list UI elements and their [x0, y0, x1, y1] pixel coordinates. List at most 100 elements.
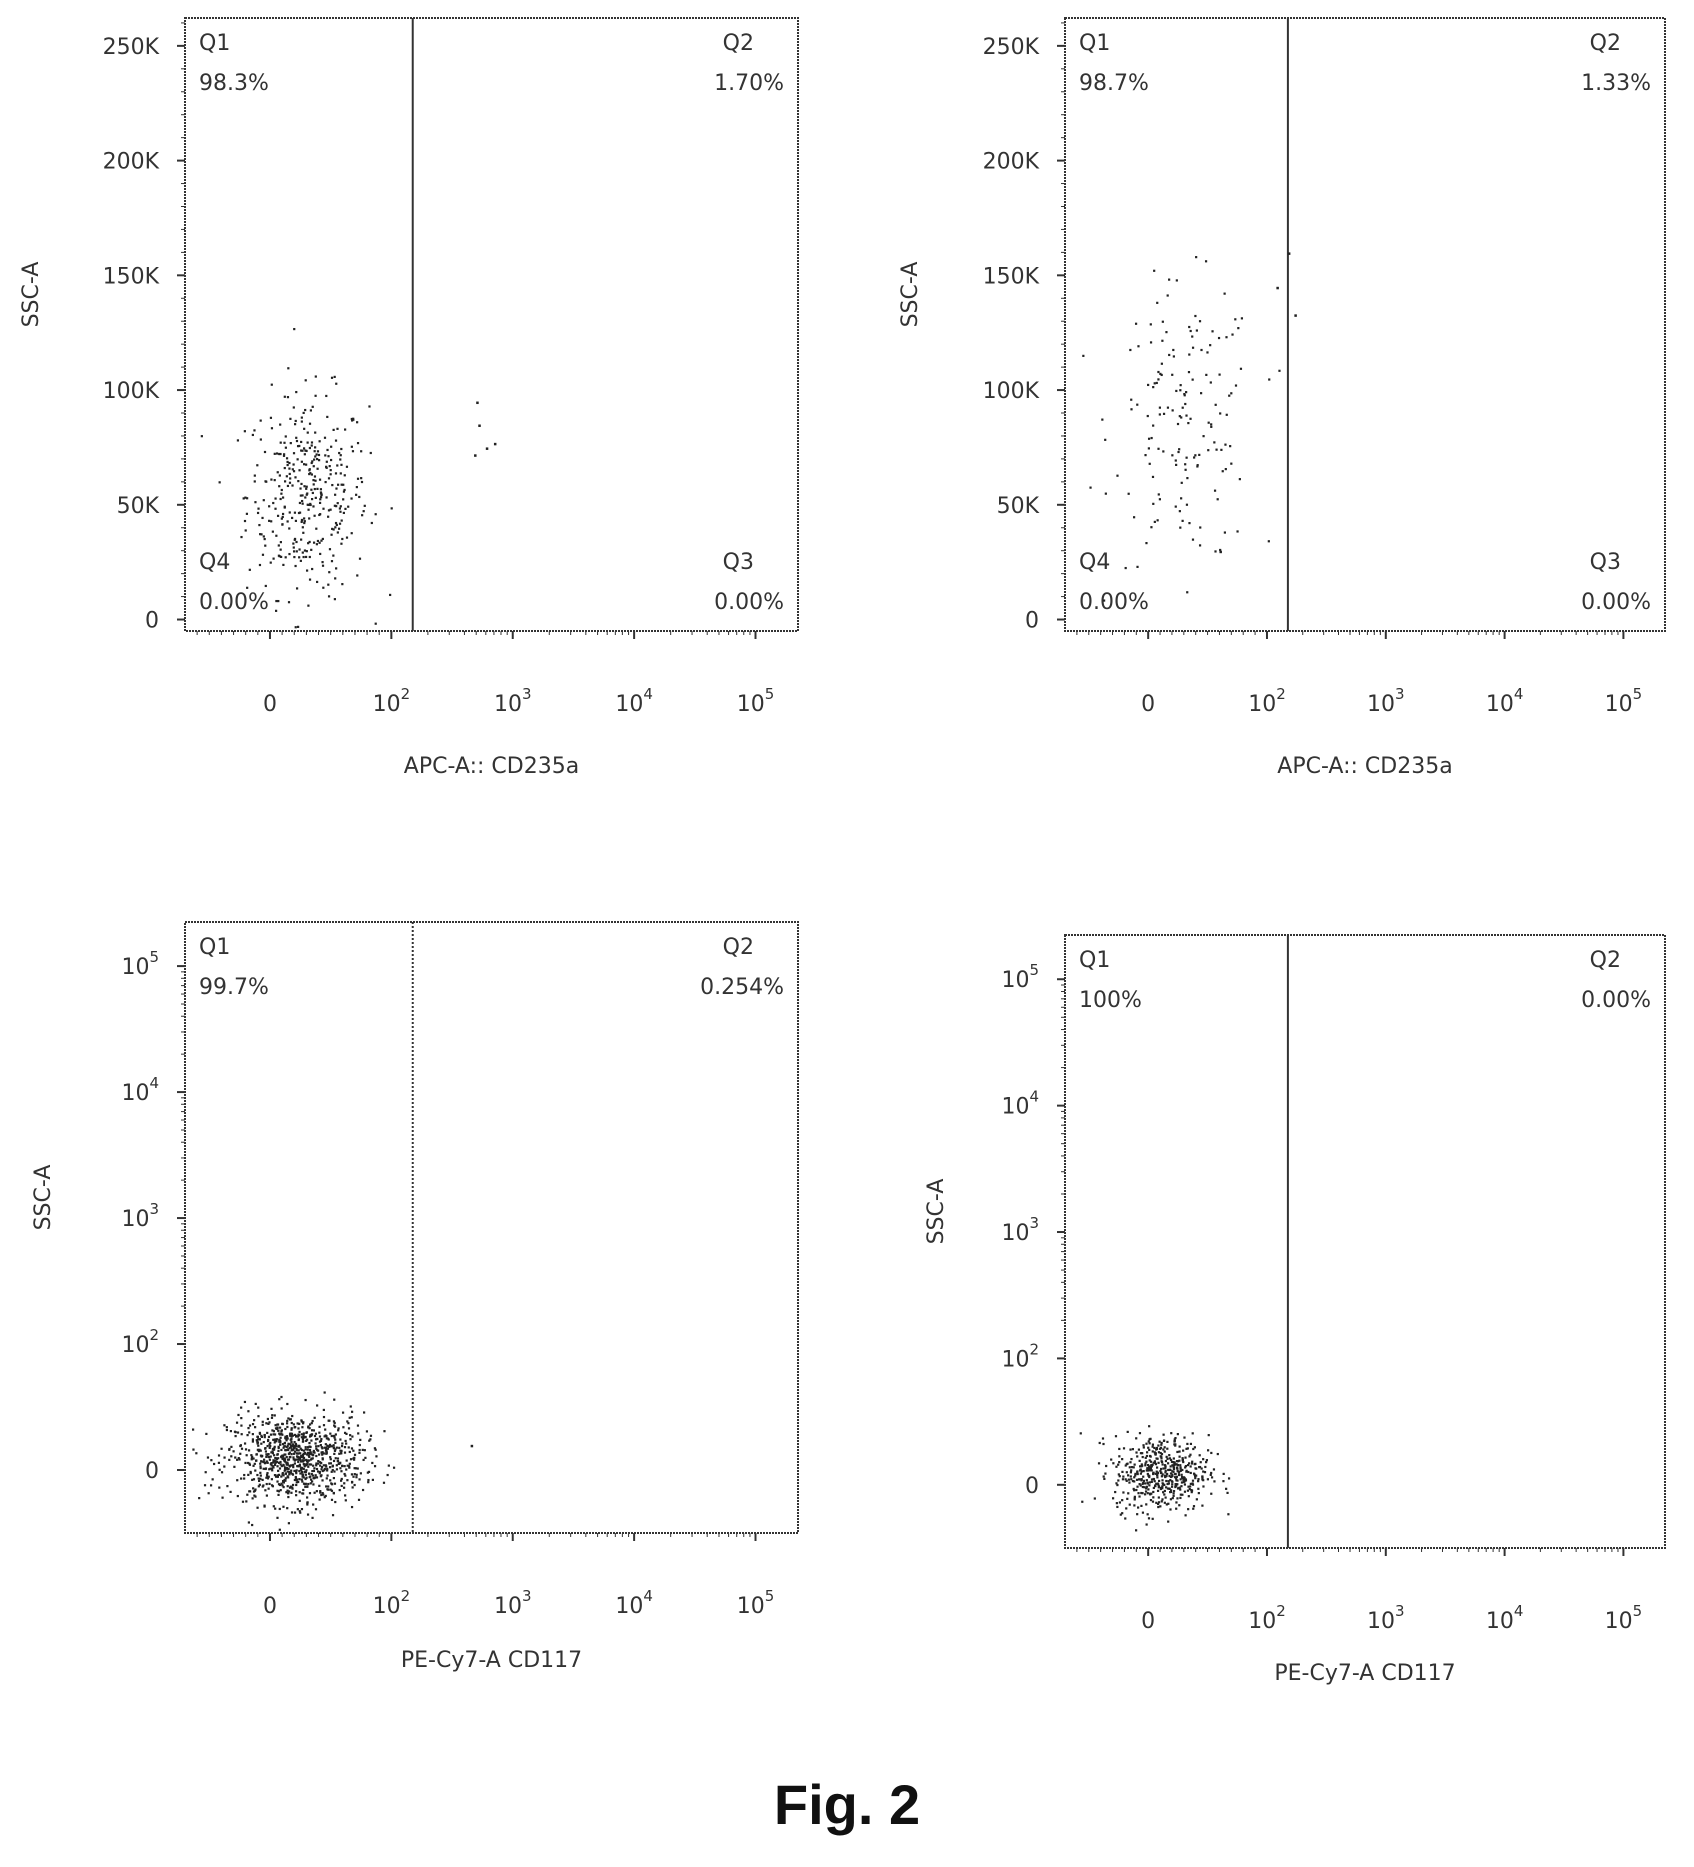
event-dot [277, 599, 280, 603]
event-dot [320, 1461, 323, 1465]
event-dot [274, 1456, 277, 1460]
event-dot [1173, 1438, 1176, 1441]
event-dot [338, 1488, 341, 1492]
event-dot [1117, 1479, 1120, 1482]
event-dot [1127, 1474, 1130, 1477]
event-dot [334, 439, 338, 442]
event-dot [305, 1463, 308, 1466]
event-dot [254, 501, 257, 504]
event-dot [474, 454, 477, 457]
event-dot [312, 1464, 315, 1467]
event-dot [256, 1473, 259, 1477]
event-dot [292, 1456, 295, 1459]
event-dot [1168, 1454, 1171, 1457]
event-dot [310, 1439, 313, 1442]
event-dot [1180, 1481, 1184, 1484]
event-dot [343, 474, 346, 477]
event-dot [253, 474, 256, 477]
event-dot [287, 1458, 291, 1461]
event-dot [339, 472, 342, 475]
event-dot [339, 458, 342, 461]
event-dot [1178, 1445, 1181, 1448]
event-dot [324, 1443, 327, 1446]
event-dot [1157, 1501, 1161, 1504]
event-dot [257, 1485, 260, 1488]
event-dot [272, 1465, 275, 1468]
event-dot [1093, 1497, 1096, 1500]
quadrant-name: Q1 [199, 935, 230, 960]
event-dot [1201, 1504, 1204, 1507]
event-dot [1138, 1483, 1141, 1486]
event-dot [1199, 526, 1202, 529]
event-dot [1180, 1485, 1183, 1488]
event-dot [280, 1395, 283, 1399]
event-dot [1129, 348, 1132, 352]
event-dot [1172, 1468, 1176, 1471]
event-dot [1210, 1471, 1213, 1475]
event-dot [1198, 453, 1201, 456]
event-dot [310, 473, 313, 476]
event-dot [1156, 301, 1159, 304]
event-dot [1226, 1491, 1229, 1494]
event-dot [264, 1447, 267, 1450]
event-dot [290, 1427, 293, 1430]
event-dot [292, 1458, 295, 1461]
event-dot [305, 463, 308, 466]
event-dot [328, 1419, 331, 1422]
event-dot [279, 1455, 283, 1458]
event-dot [356, 1424, 360, 1427]
event-dot [1146, 1472, 1149, 1476]
event-dot [284, 1453, 287, 1456]
event-dot [342, 498, 345, 501]
x-tick-label: 105 [1605, 1602, 1643, 1634]
event-dot [339, 1438, 342, 1441]
event-dot [273, 1445, 276, 1448]
event-dot [1156, 1502, 1160, 1506]
event-dot [299, 487, 302, 490]
event-dot [255, 1459, 258, 1462]
event-dot [298, 1430, 301, 1434]
event-dot [211, 1478, 214, 1481]
event-dot [1171, 1464, 1174, 1467]
event-dot [1168, 1468, 1171, 1471]
event-dot [1149, 1469, 1152, 1472]
event-dot [349, 1458, 353, 1461]
event-dot [265, 1422, 268, 1425]
event-dot [236, 1431, 240, 1434]
event-dot [1162, 1439, 1166, 1443]
event-dot [262, 1460, 265, 1463]
event-dot [284, 446, 287, 449]
quadrant-name: Q1 [199, 31, 230, 56]
event-dot [1177, 1473, 1181, 1477]
event-dot [303, 520, 306, 523]
event-dot [316, 580, 319, 584]
event-dot [1155, 1447, 1159, 1450]
event-dot [1148, 1475, 1151, 1479]
event-dot [272, 1505, 275, 1508]
event-dot [286, 1402, 289, 1406]
event-dot [303, 485, 306, 488]
event-dot [318, 1470, 321, 1474]
quadrant-name: Q2 [723, 31, 754, 56]
event-dot [1219, 412, 1222, 415]
event-dot [1210, 1476, 1214, 1479]
x-tick-label: 103 [1367, 685, 1405, 717]
event-dot [286, 463, 289, 467]
event-dot [304, 408, 307, 412]
event-dot [284, 1437, 287, 1440]
event-dot [1229, 445, 1232, 448]
event-dot [301, 1459, 304, 1462]
event-dot [254, 1488, 257, 1491]
event-dot [1154, 1472, 1157, 1475]
event-dot [341, 583, 344, 586]
event-dot [307, 1472, 311, 1475]
y-tick-label: 104 [121, 1074, 159, 1106]
event-dot [1150, 1464, 1153, 1467]
event-dot [1157, 1444, 1160, 1447]
event-dot [329, 1456, 332, 1459]
event-dot [331, 1514, 335, 1517]
event-dot [387, 1464, 390, 1467]
event-dot [241, 1500, 245, 1503]
event-dot [237, 1413, 240, 1417]
